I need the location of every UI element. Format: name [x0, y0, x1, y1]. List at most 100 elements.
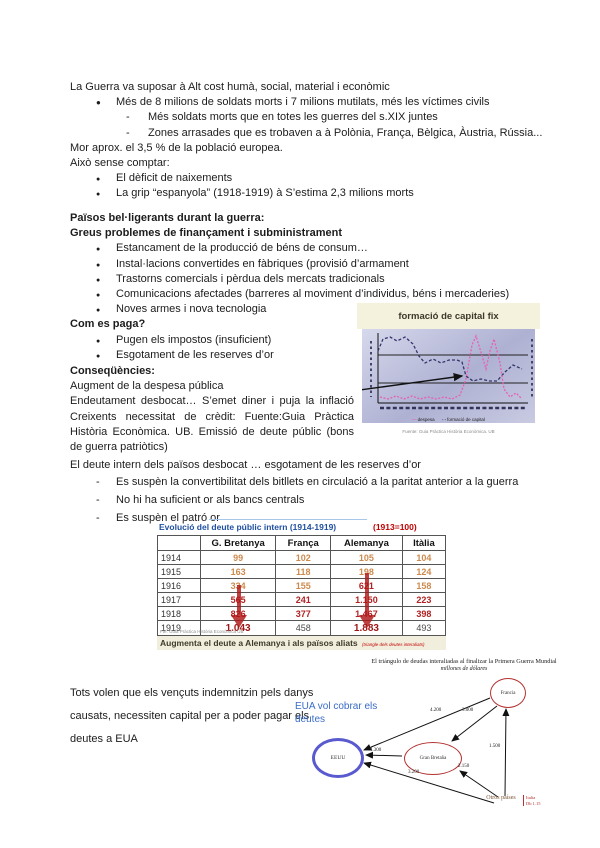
- cell-value: 377: [275, 606, 332, 621]
- cell-value: 334: [199, 578, 277, 593]
- edge-label-gb-eeuu: 4.300: [370, 748, 382, 753]
- node-gran-bretanya: Gran Bretaña: [404, 742, 462, 775]
- debt-table: G. Bretanya França Alemanya Itàlia 1914 …: [157, 535, 447, 636]
- list-item: Esgotament de les reserves d’or: [70, 348, 550, 364]
- list-item: Es suspèn la convertibilitat dels bitlle…: [70, 473, 555, 491]
- cell-value: 223: [401, 592, 447, 607]
- header-italia: Itàlia: [401, 535, 447, 551]
- list-item: Trastorns comercials i pèrdua dels merca…: [70, 272, 550, 288]
- legend-capital: formació de capital: [442, 417, 485, 422]
- table-highlight-note: (triangle dels deutes interaliats): [362, 642, 425, 647]
- header-franca: França: [275, 535, 332, 551]
- arrow-gb-eeuu: [365, 751, 403, 759]
- edge-label-francia-gb: 3.000: [462, 708, 474, 713]
- chart-plot: despesa formació de capital: [362, 329, 535, 423]
- list-item: Zones arrasades que es trobaven a à Polò…: [70, 126, 548, 141]
- table-row: 1918 826 377 1.467 398: [157, 606, 447, 621]
- edge-label-otros-eeuu: 3.200: [408, 770, 420, 775]
- heading: Greus problemes de finançament i submini…: [70, 227, 343, 240]
- table-source-note: Fte: Guia Pràctica Història Econòmica UB: [160, 629, 244, 634]
- cell-year: 1917: [157, 592, 201, 607]
- list-item: La grip “espanyola” (1918-1919) à S’esti…: [70, 186, 548, 202]
- arrow-otros-francia: [502, 708, 510, 797]
- cell-year: 1915: [157, 564, 201, 579]
- diagram-arrows: [363, 697, 510, 804]
- node-eeuu: EEUU: [312, 738, 364, 778]
- node-francia: Francia: [490, 678, 526, 708]
- divider: [209, 519, 367, 520]
- heading: Conseqüències:: [70, 365, 155, 377]
- list-item: El dèficit de naixements: [70, 171, 548, 187]
- list-item: Pugen els impostos (insuficient): [70, 333, 550, 349]
- arrow-otros-eeuu: [363, 761, 495, 804]
- paragraph: La Guerra va suposar à Alt cost humà, so…: [70, 81, 390, 93]
- arrow-francia-gb: [451, 705, 498, 742]
- italia-side-note: Italia Db 1.15: [523, 795, 541, 806]
- debt-table-figure: Evolució del deute públic intern (1914-1…: [157, 519, 447, 654]
- paragraph: Mor aprox. el 3,5 % de la població europ…: [70, 141, 283, 154]
- cell-value: 102: [275, 550, 332, 565]
- debt-triangle-figure: El triángulo de deudas interaliadas al f…: [290, 656, 575, 831]
- cell-value: 1.883: [330, 620, 403, 636]
- paragraph: Això sense comptar:: [70, 157, 170, 170]
- node-otros-paises: Otros países: [486, 795, 516, 801]
- table-highlight-text: Augmenta el deute a Alemanya i als païso…: [160, 638, 358, 648]
- edge-label-otros-gb: 2.150: [458, 764, 470, 769]
- table-highlight: Augmenta el deute a Alemanya i als païso…: [157, 636, 446, 650]
- header-alemanya: Alemanya: [330, 535, 403, 551]
- arrow-francia-eeuu: [363, 697, 491, 751]
- belligerents-section: Països bel·ligerants durant la guerra: G…: [70, 211, 550, 364]
- edge-label-otros-francia: 1.500: [489, 744, 501, 749]
- list-item: Es suspèn el patró or: [70, 509, 555, 527]
- table-title: Evolució del deute públic intern (1914-1…: [159, 522, 337, 532]
- cell-value: 104: [401, 550, 447, 565]
- table-row: 1916 334 155 621 158: [157, 578, 447, 593]
- list-item: No hi ha suficient or als bancs centrals: [70, 491, 555, 509]
- table-row: 1917 565 241 1.150 223: [157, 592, 447, 607]
- header-empty: [157, 535, 201, 551]
- list-item: Instal·lacions convertides en fàbriques …: [70, 257, 550, 273]
- list-item: Estancament de la producció de béns de c…: [70, 241, 550, 257]
- cell-value: 493: [401, 620, 447, 636]
- series-despesa: [379, 334, 523, 400]
- list-item: Noves armes i nova tecnologia: [70, 302, 550, 318]
- table-row: 1915 163 118 198 124: [157, 564, 447, 579]
- cell-value: 398: [401, 606, 447, 621]
- paragraph: Augment de la despesa pública: [70, 380, 224, 393]
- eua-annotation: EUA vol cobrar els deutes: [295, 701, 378, 725]
- cell-value: 565: [199, 592, 277, 607]
- cell-value: 155: [275, 578, 332, 593]
- list-item: Més de 8 milions de soldats morts i 7 mi…: [70, 95, 548, 110]
- intro-section: La Guerra va suposar à Alt cost humà, so…: [70, 80, 548, 203]
- table-header-row: G. Bretanya França Alemanya Itàlia: [157, 535, 447, 551]
- list-item: Més soldats morts que en totes les guerr…: [70, 110, 548, 125]
- paragraph: El deute intern dels països desbocat … e…: [70, 459, 421, 471]
- italia-value: Db 1.15: [526, 800, 541, 806]
- cell-value: 826: [199, 606, 277, 621]
- italia-label: Italia: [526, 795, 536, 800]
- diagram-subtitle: millones de dólares: [440, 665, 488, 672]
- consequences-section: Conseqüències: Augment de la despesa púb…: [70, 364, 354, 455]
- chart-caption: Fuente: Guia Pràctica Història Econòmica…: [402, 429, 495, 434]
- cell-value: 158: [401, 578, 447, 593]
- cell-year: 1918: [157, 606, 201, 621]
- paragraph: Endeutament desbocat… S’emet diner i puj…: [70, 395, 354, 454]
- header-gbretanya: G. Bretanya: [199, 535, 277, 551]
- chart-title: formació de capital fix: [357, 303, 540, 329]
- line-chart: [362, 333, 533, 410]
- internal-debt-section: El deute intern dels països desbocat … e…: [70, 458, 555, 527]
- annotation-arrow: [362, 372, 464, 391]
- cell-year: 1919: [157, 620, 201, 636]
- heading: Països bel·ligerants durant la guerra:: [70, 212, 265, 224]
- arrow-otros-gb: [459, 770, 499, 798]
- cell-value: 163: [199, 564, 277, 579]
- cell-value: 1.150: [330, 592, 403, 607]
- cell-value: 124: [401, 564, 447, 579]
- cell-value: 241: [275, 592, 332, 607]
- legend-despesa: despesa: [412, 417, 435, 422]
- cell-year: 1914: [157, 550, 201, 565]
- series-capital-formation: [377, 336, 523, 382]
- diagram-title: El triángulo de deudas interaliadas al f…: [371, 658, 557, 665]
- cell-value: 1.467: [330, 606, 403, 621]
